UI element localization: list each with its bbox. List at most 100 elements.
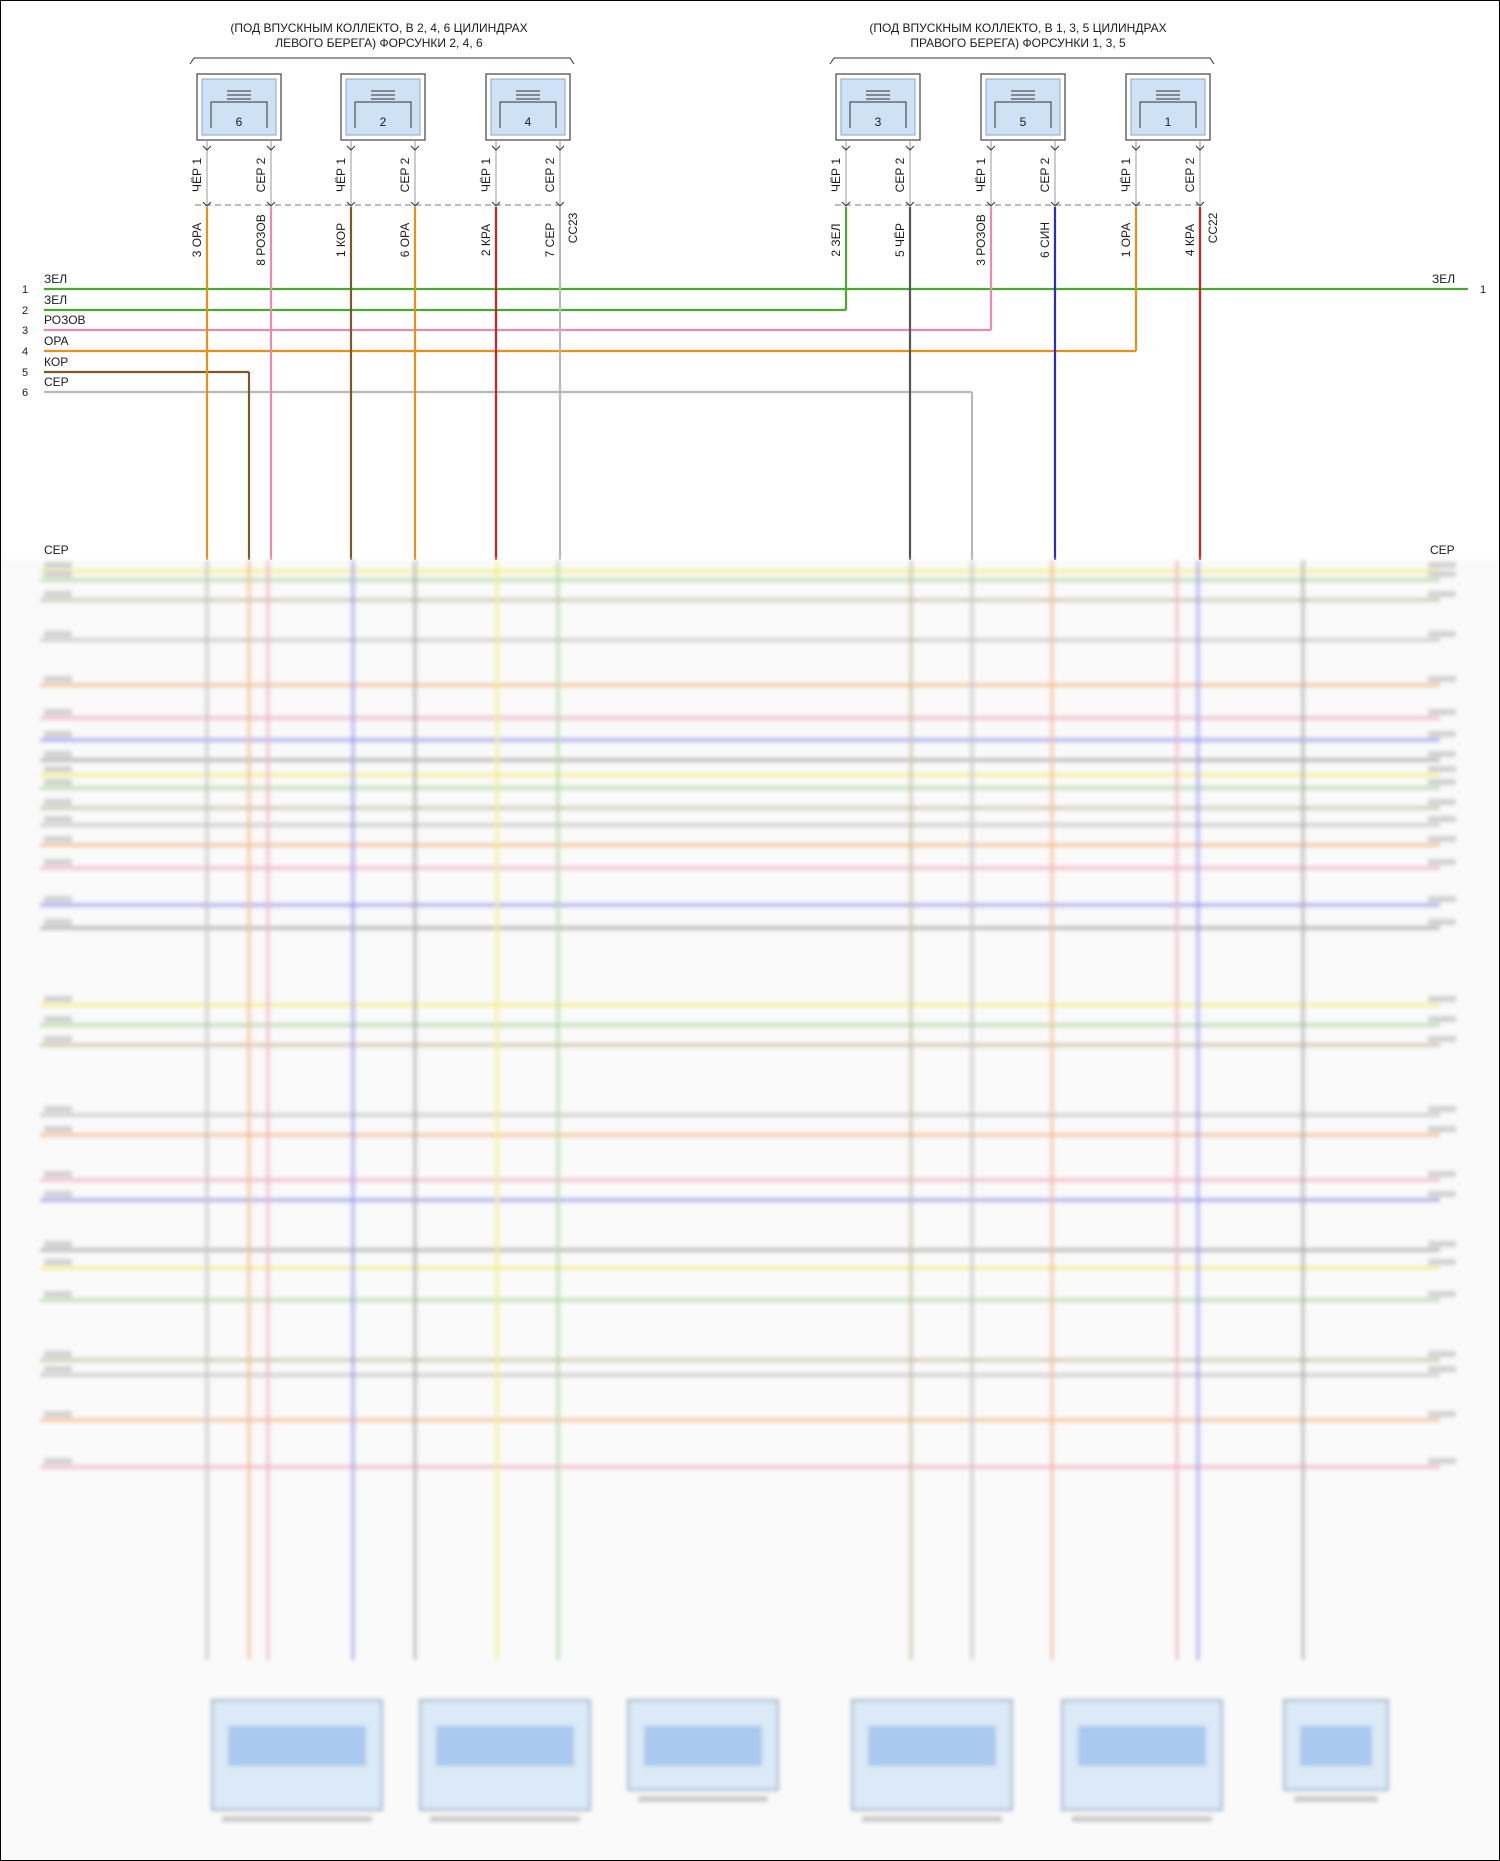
pin-chevron-icon (266, 145, 276, 151)
blurred-component-caption (638, 1796, 768, 1802)
harness-pin-label: 2 ЗЕЛ (829, 223, 843, 256)
connector-cc22-label: CC22 (1206, 212, 1220, 243)
blurred-label (44, 1458, 72, 1464)
coil-frame (354, 101, 412, 128)
left-group-title: (ПОД ВПУСКНЫМ КОЛЛЕКТО, В 2, 4, 6 ЦИЛИНД… (189, 21, 575, 65)
harness-pin-label: 1 КОР (334, 223, 348, 257)
bus-row-6: 6 СЕР (22, 375, 972, 399)
blurred-label (1428, 631, 1456, 637)
harness-pin-label: 8 РОЗОВ (254, 214, 268, 266)
injector-pin-label: ЧЁР 1 (479, 158, 493, 192)
blurred-label (44, 799, 72, 805)
blurred-label (44, 562, 72, 568)
injector-4: 4 ЧЁР 1 2 КРА СЕР 2 7 СЕР (479, 73, 571, 258)
bus-wire-label: ЗЕЛ (44, 272, 67, 286)
harness-pin-label: 3 ОРА (190, 223, 204, 258)
blurred-label (1428, 919, 1456, 925)
blurred-label (44, 676, 72, 682)
blurred-label (44, 1366, 72, 1372)
injector-number: 1 (1165, 115, 1172, 129)
blurred-label (44, 816, 72, 822)
blurred-label (1428, 1126, 1456, 1132)
blurred-label (1428, 799, 1456, 805)
blurred-label (44, 1351, 72, 1357)
blurred-label (44, 1036, 72, 1042)
blurred-label (44, 766, 72, 772)
blurred-component-caption (1072, 1816, 1212, 1822)
injector-1: 1 ЧЁР 1 1 ОРА СЕР 2 4 КРА (1119, 73, 1211, 258)
blurred-label (44, 779, 72, 785)
harness-pin-label: 7 СЕР (543, 223, 557, 258)
pin-chevron-icon (266, 201, 276, 207)
injector-pin-label: СЕР 2 (1038, 157, 1052, 192)
pin-chevron-icon (202, 201, 212, 207)
bus-pin-number: 4 (22, 346, 28, 358)
bus-row-3: 3 РОЗОВ (22, 313, 991, 337)
left-group-title-line2: ЛЕВОГО БЕРЕГА) ФОРСУНКИ 2, 4, 6 (275, 36, 483, 50)
harness-pin-label: 1 ОРА (1119, 223, 1133, 258)
blurred-label (44, 836, 72, 842)
harness-pin-label: 5 ЧЁР (893, 223, 907, 257)
coil-frame (994, 101, 1052, 128)
blurred-label (1428, 859, 1456, 865)
blurred-component-window (1300, 1726, 1372, 1766)
right-group-title-line2: ПРАВОГО БЕРЕГА) ФОРСУНКИ 1, 3, 5 (910, 36, 1126, 50)
blurred-label (1428, 1016, 1456, 1022)
blurred-label (44, 709, 72, 715)
blurred-label (1428, 1241, 1456, 1247)
blurred-label (44, 1016, 72, 1022)
blurred-component-window (868, 1726, 996, 1766)
pin-chevron-icon (1195, 201, 1205, 207)
blurred-label (44, 996, 72, 1002)
blurred-label (1428, 1036, 1456, 1042)
injector-number: 6 (236, 115, 243, 129)
blurred-label (1428, 1366, 1456, 1372)
blurred-label (44, 1259, 72, 1265)
blurred-component-caption (430, 1816, 580, 1822)
harness-pin-label: 6 СИН (1038, 222, 1052, 258)
bus-pin-number: 5 (22, 367, 28, 379)
injector-pin-label: СЕР 2 (1183, 157, 1197, 192)
pin-chevron-icon (410, 145, 420, 151)
injector-pin-label: СЕР 2 (254, 157, 268, 192)
coil-frame (499, 101, 557, 128)
lower-harness-section (0, 560, 1500, 1861)
blurred-label (44, 1411, 72, 1417)
blurred-label (1428, 1458, 1456, 1464)
pin-chevron-icon (905, 145, 915, 151)
lower-right-label: СЕР (1430, 543, 1455, 557)
pin-chevron-icon (986, 145, 996, 151)
pin-chevron-icon (346, 145, 356, 151)
blurred-component-caption (1294, 1796, 1378, 1802)
blurred-label (1428, 1411, 1456, 1417)
pin-chevron-icon (555, 145, 565, 151)
blurred-label (44, 1126, 72, 1132)
blurred-label (44, 591, 72, 597)
blurred-label (1428, 1291, 1456, 1297)
pin-chevron-icon (1131, 145, 1141, 151)
bus-wire-label: ЗЕЛ (44, 293, 67, 307)
connector-cc23-label: CC23 (566, 212, 580, 243)
bus-pin-number: 6 (22, 387, 28, 399)
pin-chevron-icon (491, 201, 501, 207)
harness-pin-label: 2 КРА (479, 224, 493, 256)
pin-chevron-icon (841, 145, 851, 151)
blurred-label (1428, 896, 1456, 902)
blurred-label (1428, 591, 1456, 597)
pin-chevron-icon (1050, 145, 1060, 151)
bus-wire-label: СЕР (44, 375, 69, 389)
injector-number: 2 (380, 115, 387, 129)
injector-number: 3 (875, 115, 882, 129)
injector-3: 3 ЧЁР 1 2 ЗЕЛ СЕР 2 5 ЧЁР (829, 73, 921, 257)
blurred-label (1428, 562, 1456, 568)
injector-number: 4 (525, 115, 532, 129)
pin-chevron-icon (905, 201, 915, 207)
blurred-label (1428, 751, 1456, 757)
injector-5: 5 ЧЁР 1 3 РОЗОВ СЕР 2 6 СИН (974, 73, 1066, 266)
injector-pin-label: ЧЁР 1 (829, 158, 843, 192)
lower-left-label: СЕР (44, 543, 69, 557)
bus-row-2: 2 ЗЕЛ (22, 293, 846, 317)
injector-pin-label: ЧЁР 1 (190, 158, 204, 192)
harness-pin-label: 6 ОРА (398, 223, 412, 258)
injector-2: 2 ЧЁР 1 1 КОР СЕР 2 6 ОРА (334, 73, 426, 258)
